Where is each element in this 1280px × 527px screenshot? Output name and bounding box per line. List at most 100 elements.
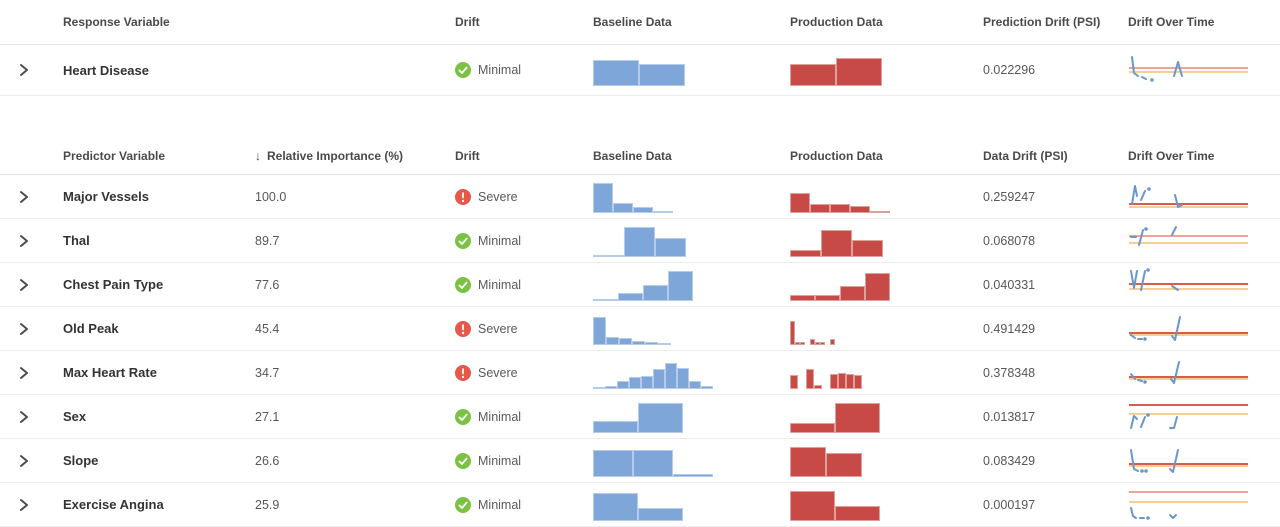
histogram-bar bbox=[790, 490, 835, 521]
relative-importance-value: 77.6 bbox=[255, 277, 280, 292]
drift-status: Severe bbox=[455, 188, 593, 205]
baseline-data-cell bbox=[593, 181, 790, 213]
severe-drift-alert-icon bbox=[455, 364, 471, 381]
drift-status-label: Minimal bbox=[478, 453, 522, 468]
psi-value: 0.000197 bbox=[983, 497, 1036, 512]
baseline-histogram bbox=[593, 225, 790, 257]
drift-status-label: Severe bbox=[478, 365, 518, 380]
production-data-cell bbox=[790, 225, 983, 257]
histogram-bar bbox=[653, 368, 665, 389]
table-row: Heart Disease Minimal 0.022296 bbox=[0, 45, 1280, 96]
production-data-cell bbox=[790, 181, 983, 213]
drift-series-segment bbox=[1171, 284, 1179, 291]
histogram-bar bbox=[653, 210, 673, 213]
drift-over-time-cell bbox=[1128, 224, 1280, 258]
drift-status-label: Minimal bbox=[478, 409, 522, 424]
expand-row-button[interactable] bbox=[0, 497, 30, 513]
histogram-bar bbox=[606, 336, 619, 345]
histogram-bar bbox=[830, 203, 850, 213]
histogram-bar bbox=[665, 362, 677, 389]
drift-series-segment bbox=[1169, 448, 1179, 473]
drift-series-segment bbox=[1131, 56, 1139, 77]
drift-series-segment bbox=[1140, 269, 1146, 291]
histogram-bar bbox=[790, 374, 798, 389]
histogram-bar bbox=[810, 203, 830, 213]
baseline-data-cell bbox=[593, 489, 790, 521]
drift-column-header: Drift bbox=[455, 15, 480, 29]
relative-importance-value: 45.4 bbox=[255, 321, 280, 336]
expand-row-button[interactable] bbox=[0, 62, 30, 78]
drift-status: Minimal bbox=[455, 232, 593, 249]
predictor-table-header: Predictor Variable ↓ Relative Importance … bbox=[0, 138, 1280, 175]
variable-name: Exercise Angina bbox=[63, 497, 164, 512]
drift-series-segment bbox=[1131, 184, 1138, 205]
expand-row-button[interactable] bbox=[0, 189, 30, 205]
drift-series-point bbox=[1143, 379, 1147, 384]
histogram-bar bbox=[593, 449, 633, 477]
drift-status: Minimal bbox=[455, 452, 593, 469]
severe-drift-alert-icon bbox=[455, 188, 471, 205]
histogram-bar bbox=[639, 64, 685, 86]
expand-row-button[interactable] bbox=[0, 233, 30, 249]
chevron-right-icon bbox=[20, 366, 28, 379]
baseline-data-column-header: Baseline Data bbox=[593, 149, 672, 163]
drift-over-time-cell bbox=[1128, 400, 1280, 434]
drift-status: Minimal bbox=[455, 276, 593, 293]
variable-name: Heart Disease bbox=[63, 62, 149, 78]
drift-series-segment bbox=[1137, 378, 1143, 382]
expand-row-button[interactable] bbox=[0, 365, 30, 381]
sort-descending-icon[interactable]: ↓ bbox=[255, 149, 261, 163]
histogram-bar bbox=[677, 367, 689, 389]
histogram-bar bbox=[593, 254, 624, 257]
histogram-bar bbox=[790, 320, 795, 345]
drift-over-time-sparkline bbox=[1129, 448, 1248, 473]
histogram-bar bbox=[820, 341, 825, 345]
variable-name: Major Vessels bbox=[63, 189, 149, 204]
drift-status-label: Severe bbox=[478, 321, 518, 336]
drift-over-time-cell bbox=[1128, 356, 1280, 390]
drift-over-time-cell bbox=[1128, 267, 1280, 302]
drift-over-time-cell bbox=[1128, 444, 1280, 478]
drift-series-segment bbox=[1140, 415, 1146, 428]
drift-status-label: Minimal bbox=[478, 497, 522, 512]
expander-cell bbox=[0, 497, 50, 513]
histogram-bar bbox=[806, 368, 814, 389]
histogram-bar bbox=[870, 210, 890, 213]
baseline-histogram bbox=[593, 489, 790, 521]
baseline-data-cell bbox=[593, 54, 790, 86]
expand-row-button[interactable] bbox=[0, 453, 30, 469]
baseline-histogram bbox=[593, 313, 790, 345]
drift-series-point bbox=[1147, 186, 1151, 191]
expand-row-button[interactable] bbox=[0, 409, 30, 425]
histogram-bar bbox=[668, 270, 693, 301]
drift-series-point bbox=[1140, 468, 1144, 473]
expand-row-button[interactable] bbox=[0, 277, 30, 293]
histogram-bar bbox=[800, 341, 805, 345]
expander-cell bbox=[0, 189, 50, 205]
drift-status: Severe bbox=[455, 364, 593, 381]
histogram-bar bbox=[795, 341, 800, 345]
production-histogram bbox=[790, 313, 983, 345]
variable-name: Slope bbox=[63, 453, 99, 468]
response-variable-column-header: Response Variable bbox=[63, 15, 170, 29]
drift-series-segment bbox=[1174, 193, 1183, 208]
relative-importance-column-header[interactable]: ↓ Relative Importance (%) bbox=[255, 149, 455, 163]
histogram-bar bbox=[593, 182, 613, 213]
variable-name: Old Peak bbox=[63, 321, 119, 336]
drift-status-label: Minimal bbox=[478, 277, 522, 292]
chevron-right-icon bbox=[20, 278, 28, 291]
drift-over-time-sparkline bbox=[1129, 403, 1248, 429]
drift-series-segment bbox=[1171, 225, 1177, 236]
chevron-right-icon bbox=[20, 410, 28, 423]
histogram-bar bbox=[673, 473, 713, 477]
drift-series-segment bbox=[1140, 189, 1146, 201]
predictor-variable-table: Predictor Variable ↓ Relative Importance … bbox=[0, 138, 1280, 527]
expand-row-button[interactable] bbox=[0, 321, 30, 337]
psi-value: 0.083429 bbox=[983, 453, 1036, 468]
drift-series-segment bbox=[1130, 269, 1138, 289]
baseline-data-cell bbox=[593, 401, 790, 433]
variable-name: Sex bbox=[63, 409, 87, 424]
histogram-bar bbox=[846, 373, 854, 389]
relative-importance-value: 89.7 bbox=[255, 233, 280, 248]
drift-over-time-cell bbox=[1128, 312, 1280, 346]
